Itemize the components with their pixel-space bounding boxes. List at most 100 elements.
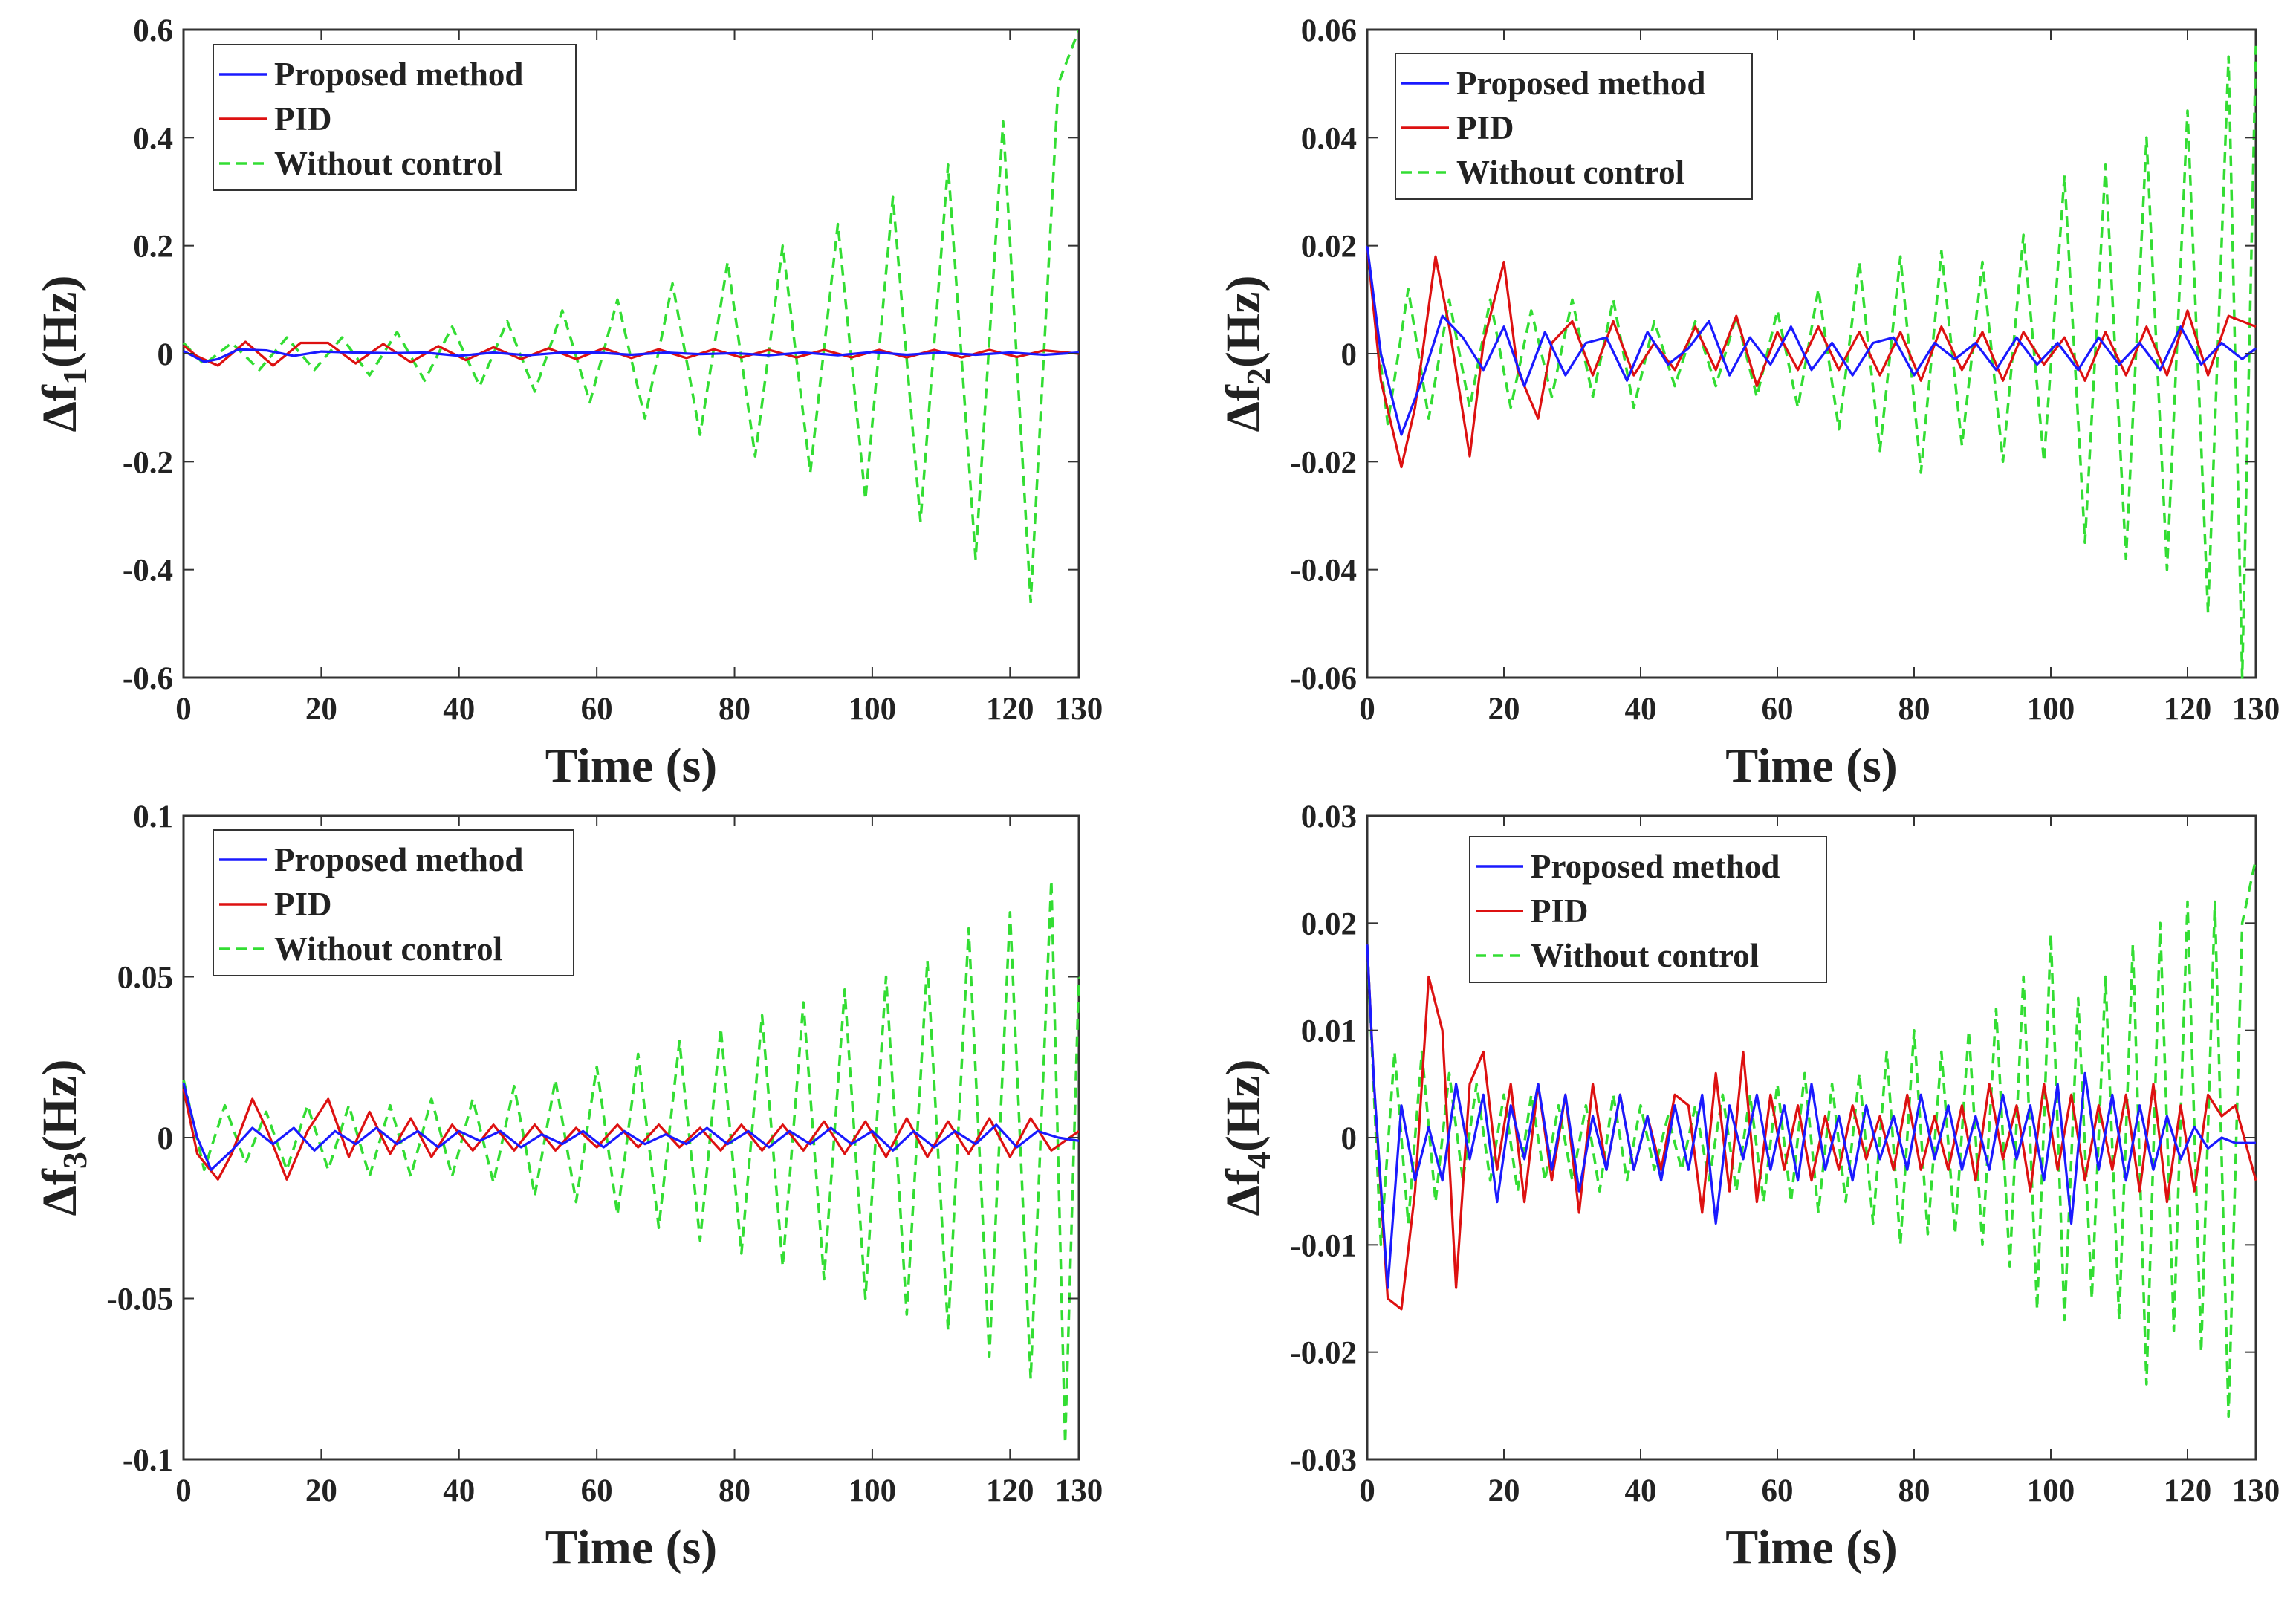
- y-tick-label: -0.05: [106, 1283, 173, 1317]
- y-tick-label: 0.02: [1301, 907, 1357, 941]
- y-tick-label: -0.03: [1290, 1443, 1357, 1478]
- series-line-pid: [1366, 245, 2257, 469]
- x-tick-label: 100: [849, 1473, 897, 1508]
- x-tick-label: 120: [2164, 1473, 2212, 1508]
- series-line-without-control: [1366, 45, 2257, 679]
- x-tick-label: 20: [305, 692, 337, 727]
- x-tick-label: 100: [849, 692, 897, 727]
- series-line-proposed: [182, 1083, 1080, 1171]
- x-tick-label: 80: [1898, 692, 1930, 727]
- y-tick-label: -0.4: [123, 554, 173, 588]
- ticks-f2: 0 20 40 60 80 100 120 130 0.06 0.04 0.02 0 -0.02 -0.0…: [1290, 13, 2280, 727]
- y-tick-label: 0: [1341, 337, 1358, 372]
- ticks-f3: 0 20 40 60 80 100 120 130 0.1 0.05 0 -0.05 -0.1: [106, 800, 1103, 1508]
- y-axis-label-f2: Δf2(Hz): [1216, 276, 1277, 432]
- x-tick-label: 0: [175, 692, 192, 727]
- x-tick-label: 130: [2232, 1473, 2280, 1508]
- legend-label-without-control-f4: Without control: [1531, 937, 1759, 974]
- series-line-without-control: [1366, 858, 2257, 1418]
- y-tick-label: -0.04: [1290, 554, 1357, 588]
- x-tick-label: 120: [2164, 692, 2212, 727]
- y-axis-label-f3: Δf3(Hz): [33, 1060, 94, 1216]
- legend-label-without-control-f3: Without control: [274, 930, 502, 967]
- x-axis-label-f4: Time (s): [1725, 1520, 1898, 1575]
- x-tick-label: 120: [986, 1473, 1034, 1508]
- x-tick-label: 100: [2027, 1473, 2075, 1508]
- legend-label-proposed-f3: Proposed method: [274, 841, 523, 878]
- y-tick-label: 0: [158, 1121, 174, 1156]
- series-line-without-control: [182, 878, 1080, 1445]
- y-axis-label-f4: Δf4(Hz): [1216, 1060, 1277, 1216]
- legend-label-proposed-f4: Proposed method: [1531, 848, 1780, 885]
- x-tick-label: 0: [175, 1473, 192, 1508]
- y-tick-label: 0.2: [133, 230, 173, 265]
- y-tick-label: -0.1: [123, 1443, 173, 1478]
- y-tick-label: 0.01: [1301, 1014, 1357, 1049]
- series-line-pid: [1366, 944, 2257, 1311]
- y-tick-label: 0.03: [1301, 800, 1357, 834]
- legend-label-pid-f1: PID: [274, 100, 332, 137]
- x-tick-label: 60: [581, 692, 613, 727]
- legend-label-pid-f4: PID: [1531, 892, 1589, 930]
- y-tick-label: -0.02: [1290, 445, 1357, 480]
- x-axis-label-f1: Time (s): [545, 739, 718, 793]
- x-tick-label: 40: [1625, 1473, 1657, 1508]
- x-tick-label: 40: [1625, 692, 1657, 727]
- legend-f2: Proposed method PID Without control: [1395, 53, 1753, 200]
- x-tick-label: 20: [1488, 1473, 1520, 1508]
- series-line-proposed: [183, 348, 1080, 363]
- x-tick-label: 80: [719, 692, 750, 727]
- legend-label-proposed-f1: Proposed method: [274, 56, 523, 93]
- panel-delta-f2: 0 20 40 60 80 100 120 130 0.06 0.04 0.02 0 -0.02 -0.0…: [1216, 13, 2280, 793]
- x-tick-label: 60: [1762, 692, 1794, 727]
- y-tick-label: 0.02: [1301, 230, 1357, 265]
- x-tick-label: 0: [1359, 692, 1375, 727]
- legend-label-pid-f3: PID: [274, 886, 332, 923]
- ticks-f1: 0 20 40 60 80 100 120 130 0.6 0.4 0.2 0 -0.2 -0.4 -0.6: [123, 13, 1103, 727]
- legend-f4: Proposed method PID Without control: [1469, 836, 1827, 983]
- y-tick-label: -0.01: [1290, 1228, 1357, 1263]
- x-axis-label-f2: Time (s): [1725, 739, 1898, 793]
- y-tick-label: -0.6: [123, 661, 173, 696]
- x-tick-label: 120: [986, 692, 1034, 727]
- x-tick-label: 40: [443, 1473, 475, 1508]
- y-axis-label-f1: Δf1(Hz): [33, 276, 94, 432]
- series-line-pid: [182, 1089, 1080, 1181]
- x-tick-label: 20: [1488, 692, 1520, 727]
- legend-label-without-control-f1: Without control: [274, 145, 502, 182]
- x-tick-label: 130: [1055, 692, 1103, 727]
- x-tick-label: 80: [1898, 1473, 1930, 1508]
- y-tick-label: -0.06: [1290, 661, 1357, 696]
- series-lines-f1: [182, 29, 1080, 604]
- panel-delta-f3: 0 20 40 60 80 100 120 130 0.1 0.05 0 -0.05 -0.1 Δf3(…: [33, 800, 1103, 1575]
- x-tick-label: 130: [1055, 1473, 1103, 1508]
- y-tick-label: 0: [158, 337, 174, 372]
- x-tick-label: 20: [305, 1473, 337, 1508]
- y-tick-label: 0.6: [133, 13, 173, 48]
- legend-label-proposed-f2: Proposed method: [1456, 65, 1705, 102]
- x-tick-label: 0: [1359, 1473, 1375, 1508]
- series-lines-f4: [1366, 858, 2257, 1418]
- legend-f3: Proposed method PID Without control: [213, 829, 574, 976]
- y-tick-label: 0.04: [1301, 121, 1357, 156]
- x-tick-label: 80: [719, 1473, 750, 1508]
- legend-label-without-control-f2: Without control: [1456, 154, 1684, 191]
- legend-label-pid-f2: PID: [1456, 109, 1514, 146]
- x-tick-label: 60: [1762, 1473, 1794, 1508]
- x-tick-label: 100: [2027, 692, 2075, 727]
- series-lines-f3: [182, 878, 1080, 1445]
- y-tick-label: 0: [1341, 1121, 1358, 1156]
- series-lines-f2: [1366, 45, 2257, 679]
- series-line-proposed: [1366, 245, 2257, 436]
- legend-f1: Proposed method PID Without control: [213, 44, 577, 191]
- series-line-without-control: [182, 29, 1080, 604]
- y-tick-label: 0.06: [1301, 13, 1357, 48]
- x-tick-label: 130: [2232, 692, 2280, 727]
- y-tick-label: 0.4: [133, 121, 173, 156]
- ticks-f4: 0 20 40 60 80 100 120 130 0.03 0.02 0.01 0 -0.01 -0.0…: [1290, 800, 2280, 1508]
- y-tick-label: -0.02: [1290, 1336, 1357, 1371]
- panel-delta-f4: 0 20 40 60 80 100 120 130 0.03 0.02 0.01 0 -0.01 -0.0…: [1216, 800, 2280, 1575]
- x-axis-label-f3: Time (s): [545, 1520, 718, 1575]
- x-tick-label: 60: [581, 1473, 613, 1508]
